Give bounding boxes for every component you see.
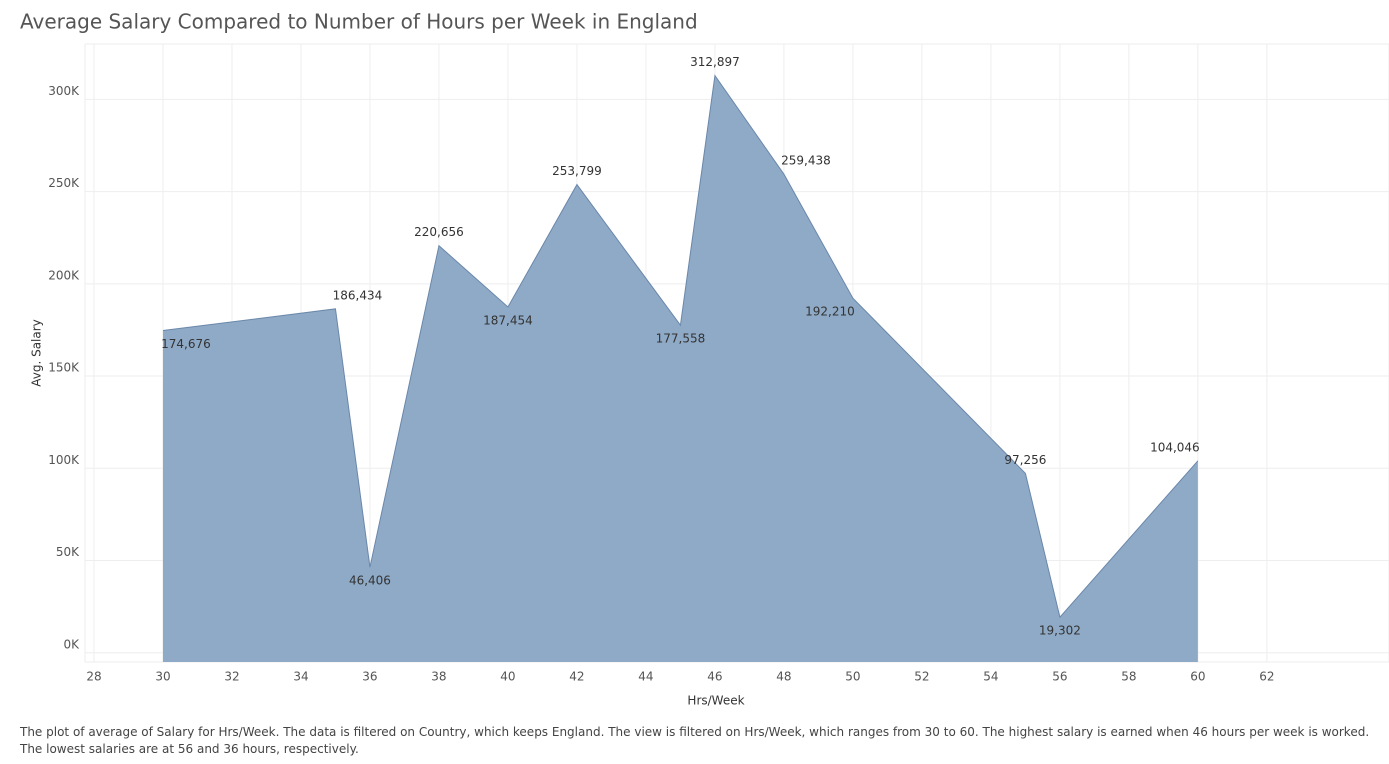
chart: Average Salary Compared to Number of Hou… [20, 10, 1389, 708]
x-tick-label: 56 [1052, 670, 1067, 684]
x-tick-label: 58 [1121, 670, 1136, 684]
y-tick-label: 50K [56, 545, 80, 559]
x-tick-label: 46 [707, 670, 722, 684]
value-label: 312,897 [690, 55, 740, 69]
value-label: 174,676 [161, 337, 211, 351]
y-tick-label: 300K [48, 84, 80, 98]
value-label: 46,406 [349, 574, 391, 588]
x-tick-label: 52 [914, 670, 929, 684]
y-tick-label: 100K [48, 453, 80, 467]
value-label: 186,434 [333, 288, 383, 302]
value-label: 104,046 [1150, 440, 1200, 454]
x-tick-label: 60 [1190, 670, 1205, 684]
x-tick-label: 32 [224, 670, 239, 684]
caption: The plot of average of Salary for Hrs/We… [20, 725, 1370, 756]
x-tick-label: 40 [500, 670, 515, 684]
x-tick-label: 36 [362, 670, 377, 684]
value-label: 177,558 [656, 332, 706, 346]
x-tick-label: 28 [86, 670, 101, 684]
x-tick-label: 30 [155, 670, 170, 684]
chart-title: Average Salary Compared to Number of Hou… [20, 10, 698, 34]
x-tick-label: 38 [431, 670, 446, 684]
x-tick-label: 62 [1259, 670, 1274, 684]
value-label: 192,210 [805, 305, 855, 319]
area-line [162, 74, 1199, 619]
area-fill [162, 75, 1198, 662]
y-tick-label: 0K [63, 637, 80, 651]
y-tick-label: 250K [48, 176, 80, 190]
value-label: 220,656 [414, 225, 464, 239]
x-tick-label: 42 [569, 670, 584, 684]
x-tick-label: 48 [776, 670, 791, 684]
x-tick-label: 34 [293, 670, 308, 684]
y-tick-label: 150K [48, 361, 80, 375]
value-label: 259,438 [781, 154, 831, 168]
y-axis-title: Avg. Salary [30, 319, 44, 387]
x-tick-label: 50 [845, 670, 860, 684]
value-label: 187,454 [483, 313, 533, 327]
x-axis-title: Hrs/Week [687, 694, 744, 708]
value-label: 253,799 [552, 164, 602, 178]
x-tick-label: 44 [638, 670, 653, 684]
y-tick-label: 200K [48, 268, 80, 282]
value-label: 97,256 [1004, 453, 1046, 467]
x-tick-label: 54 [983, 670, 998, 684]
value-label: 19,302 [1039, 624, 1081, 638]
